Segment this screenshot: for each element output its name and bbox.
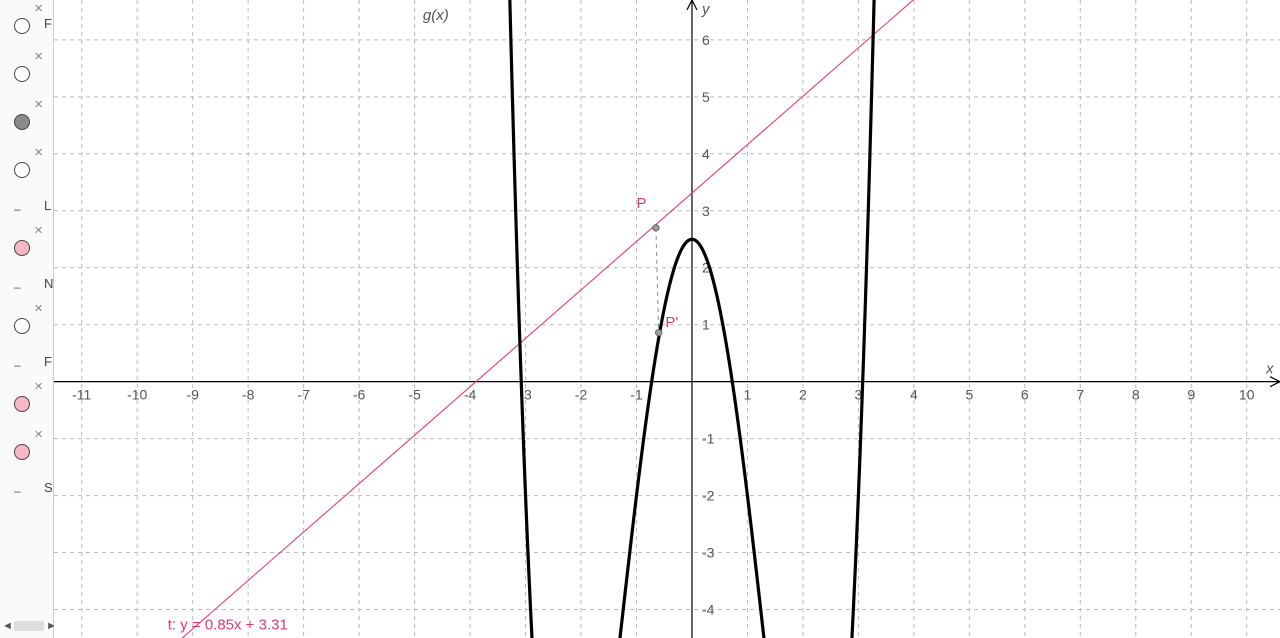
svg-text:4: 4 xyxy=(702,146,710,162)
close-icon[interactable]: ✕ xyxy=(34,302,43,315)
svg-text:5: 5 xyxy=(702,89,710,105)
object-toggle-bullet[interactable] xyxy=(14,444,30,460)
p-dashed-segment xyxy=(656,228,659,333)
svg-text:-5: -5 xyxy=(408,387,421,403)
points xyxy=(653,225,662,336)
svg-text:-8: -8 xyxy=(242,387,255,403)
svg-text:-7: -7 xyxy=(297,387,310,403)
object-toggle-bullet[interactable] xyxy=(14,162,30,178)
close-icon[interactable]: ✕ xyxy=(34,428,43,441)
svg-text:10: 10 xyxy=(1239,387,1255,403)
svg-text:-4: -4 xyxy=(702,602,715,618)
sidebar-section-label: F xyxy=(44,354,52,369)
close-icon[interactable]: ✕ xyxy=(34,98,43,111)
svg-text:1: 1 xyxy=(744,387,752,403)
algebra-sidebar[interactable]: ✕F✕✕✕–L✕–N✕–F✕✕–S xyxy=(0,0,54,638)
object-toggle-bullet[interactable] xyxy=(14,114,30,130)
sidebar-row-1[interactable]: ✕ xyxy=(0,48,53,96)
sidebar-row-10[interactable]: ✕ xyxy=(0,426,53,474)
collapse-icon[interactable]: – xyxy=(14,358,21,372)
x-axis-label: x xyxy=(1265,361,1274,378)
svg-text:1: 1 xyxy=(702,317,710,333)
graph-svg[interactable]: -11-10-9-8-7-6-5-4-3-2-112345678910-4-3-… xyxy=(54,0,1280,638)
tangent-label: t: y = 0.85x + 3.31 xyxy=(168,616,288,633)
point-Pprime-label: P' xyxy=(665,314,678,331)
svg-text:-4: -4 xyxy=(464,387,477,403)
graph-area[interactable]: -11-10-9-8-7-6-5-4-3-2-112345678910-4-3-… xyxy=(54,0,1280,638)
close-icon[interactable]: ✕ xyxy=(34,50,43,63)
object-toggle-bullet[interactable] xyxy=(14,18,30,34)
sidebar-row-7[interactable]: ✕ xyxy=(0,300,53,348)
svg-text:2: 2 xyxy=(799,387,807,403)
svg-text:-1: -1 xyxy=(702,431,715,447)
sidebar-scroll-left[interactable]: ◄ xyxy=(2,620,13,632)
svg-text:-11: -11 xyxy=(72,387,91,403)
point-P-label: P xyxy=(636,195,646,212)
close-icon[interactable]: ✕ xyxy=(34,146,43,159)
svg-text:6: 6 xyxy=(702,32,710,48)
sidebar-row-4[interactable]: –L xyxy=(0,192,53,222)
close-icon[interactable]: ✕ xyxy=(34,2,43,15)
close-icon[interactable]: ✕ xyxy=(34,380,43,393)
object-toggle-bullet[interactable] xyxy=(14,318,30,334)
object-toggle-bullet[interactable] xyxy=(14,396,30,412)
sidebar-section-label: L xyxy=(44,198,51,213)
sidebar-section-label: S xyxy=(44,480,53,495)
svg-text:-9: -9 xyxy=(186,387,199,403)
sidebar-row-5[interactable]: ✕ xyxy=(0,222,53,270)
sidebar-row-6[interactable]: –N xyxy=(0,270,53,300)
svg-text:-1: -1 xyxy=(630,387,643,403)
svg-text:6: 6 xyxy=(1021,387,1029,403)
sidebar-row-9[interactable]: ✕ xyxy=(0,378,53,426)
collapse-icon[interactable]: – xyxy=(14,280,21,294)
sidebar-row-11[interactable]: –S xyxy=(0,474,53,504)
svg-text:7: 7 xyxy=(1076,387,1084,403)
svg-text:9: 9 xyxy=(1187,387,1195,403)
object-toggle-bullet[interactable] xyxy=(14,240,30,256)
svg-text:3: 3 xyxy=(702,203,710,219)
svg-text:5: 5 xyxy=(965,387,973,403)
svg-text:-10: -10 xyxy=(127,387,147,403)
close-icon[interactable]: ✕ xyxy=(34,224,43,237)
svg-text:8: 8 xyxy=(1132,387,1140,403)
object-toggle-bullet[interactable] xyxy=(14,66,30,82)
sidebar-section-label: N xyxy=(44,276,53,291)
sidebar-item-label: F xyxy=(44,16,52,31)
collapse-icon[interactable]: – xyxy=(14,202,21,216)
sidebar-scroll-right[interactable]: ► xyxy=(46,620,52,632)
sidebar-row-2[interactable]: ✕ xyxy=(0,96,53,144)
svg-text:4: 4 xyxy=(910,387,918,403)
collapse-icon[interactable]: – xyxy=(14,484,21,498)
svg-text:-2: -2 xyxy=(575,387,588,403)
curve-label: g(x) xyxy=(423,7,449,24)
svg-text:-6: -6 xyxy=(353,387,366,403)
svg-text:-2: -2 xyxy=(702,488,715,504)
svg-text:-3: -3 xyxy=(702,545,715,561)
sidebar-row-0[interactable]: ✕F xyxy=(0,0,53,48)
sidebar-row-3[interactable]: ✕ xyxy=(0,144,53,192)
sidebar-row-8[interactable]: –F xyxy=(0,348,53,378)
sidebar-scrollbar[interactable] xyxy=(14,621,44,631)
y-axis-label: y xyxy=(701,1,711,18)
